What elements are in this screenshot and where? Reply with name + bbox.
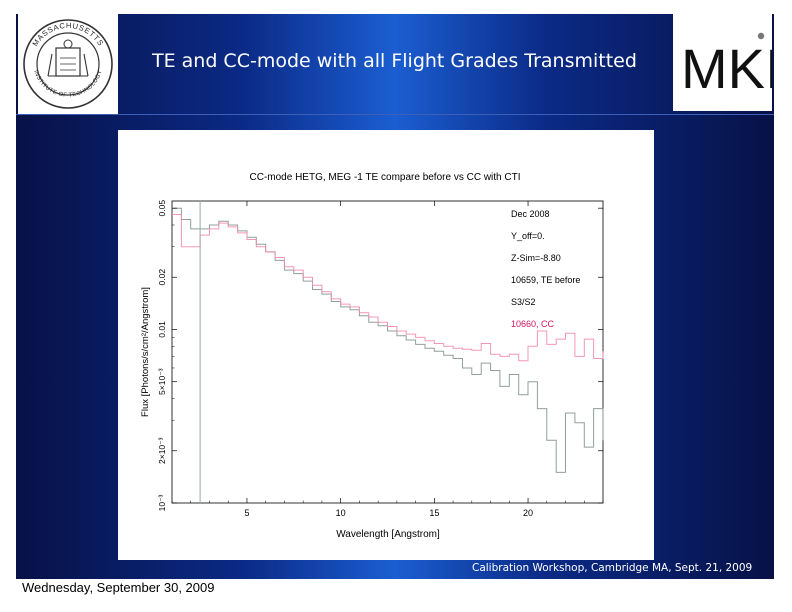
mki-logo-text: MKI	[681, 37, 772, 100]
axes-layer: 5 10 15 20 10⁻³ 2×10⁻³ 5×10⁻³ 0.01 0.02 0.05	[157, 200, 604, 518]
plot-frame	[171, 200, 604, 504]
legend-entry: 10659, TE before	[511, 275, 580, 285]
y-tick-label: 0.01	[157, 321, 167, 338]
series-cc	[172, 214, 604, 362]
chart-panel: CC-mode HETG, MEG -1 TE compare before v…	[118, 130, 654, 560]
slide-footer: Calibration Workshop, Cambridge MA, Sept…	[472, 562, 753, 574]
slide-background: MASSACHUSETTS INSTITUTE OF TECHNOLOGY TE…	[16, 14, 781, 579]
slide-title: TE and CC-mode with all Flight Grades Tr…	[152, 50, 637, 72]
mit-seal-logo: MASSACHUSETTS INSTITUTE OF TECHNOLOGY	[18, 14, 118, 114]
y-axis-label: Flux [Photons/s/cm²/Angstrom]	[140, 287, 151, 417]
y-tick-label: 2×10⁻³	[157, 437, 167, 464]
y-tick-label: 10⁻³	[157, 494, 167, 511]
y-tick-label: 0.02	[157, 269, 167, 286]
y-tick-label: 5×10⁻³	[157, 368, 167, 395]
chart-title: CC-mode HETG, MEG -1 TE compare before v…	[250, 172, 521, 183]
x-tick-label: 20	[523, 508, 533, 518]
slide-header: MASSACHUSETTS INSTITUTE OF TECHNOLOGY TE…	[16, 14, 781, 114]
legend-entry: 10660, CC	[511, 319, 555, 329]
mki-logo: MKI	[673, 14, 781, 111]
y-tick-label: 0.05	[157, 200, 167, 217]
x-axis-label: Wavelength [Angstrom]	[336, 529, 440, 540]
legend-entry: Y_off=0.	[511, 231, 545, 241]
date-stamp: Wednesday, September 30, 2009	[22, 580, 215, 595]
x-tick-label: 10	[336, 508, 346, 518]
legend: Dec 2008 Y_off=0. Z-Sim=-8.80 10659, TE bef…	[511, 209, 580, 329]
x-tick-label: 15	[429, 508, 439, 518]
header-divider	[16, 114, 774, 115]
legend-entry: Dec 2008	[511, 209, 550, 219]
legend-entry: S3/S2	[511, 297, 536, 307]
flux-chart: CC-mode HETG, MEG -1 TE compare before v…	[140, 172, 604, 540]
series-layer	[172, 207, 604, 473]
x-tick-label: 5	[244, 508, 249, 518]
legend-entry: Z-Sim=-8.80	[511, 253, 561, 263]
series-te-before	[172, 207, 604, 473]
